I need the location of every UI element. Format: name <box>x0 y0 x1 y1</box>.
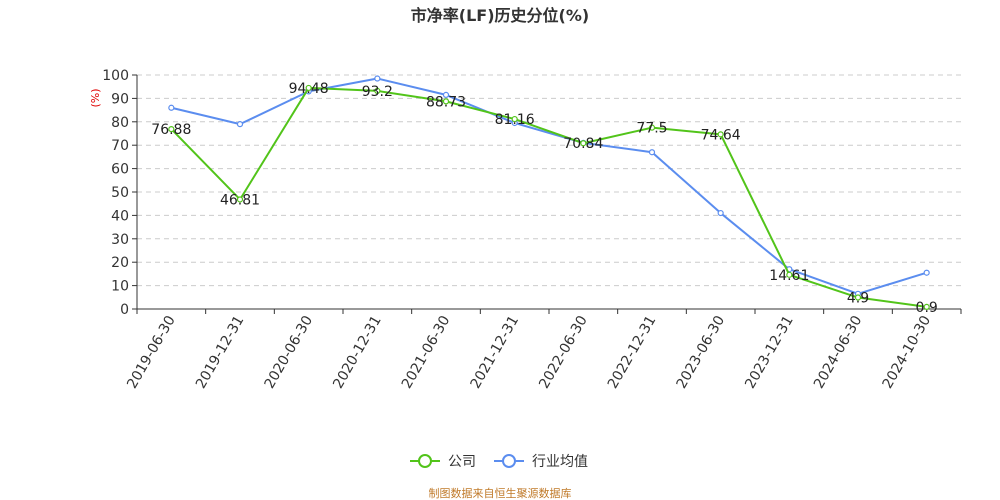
legend-item-industry[interactable]: 行业均值 <box>494 454 588 470</box>
data-label: 77.5 <box>636 121 667 137</box>
legend-item-company[interactable]: 公司 <box>410 454 476 470</box>
x-tick-label: 2023-12-31 <box>742 313 797 391</box>
x-tick-label: 2020-06-30 <box>262 313 317 391</box>
data-label: 81.16 <box>495 112 535 128</box>
data-point-company <box>854 294 862 301</box>
data-label: 93.2 <box>362 84 393 100</box>
data-label: 94.48 <box>289 81 329 97</box>
series-line-industry <box>171 77 927 295</box>
data-point-company <box>236 196 244 203</box>
data-point-company <box>786 271 793 278</box>
x-tick-label: 2019-12-31 <box>193 313 248 391</box>
legend-company-label: 公司 <box>448 454 476 470</box>
y-tick-label: 0 <box>120 302 129 318</box>
x-tick-label: 2023-06-30 <box>674 313 729 391</box>
y-tick-label: 90 <box>111 91 129 107</box>
data-label: 4.9 <box>847 291 869 307</box>
x-tick-label: 2021-06-30 <box>399 313 454 391</box>
y-tick-label: 70 <box>111 138 129 154</box>
data-point-industry <box>717 209 724 217</box>
data-point-industry <box>236 121 244 128</box>
series-line-company <box>170 86 927 308</box>
data-point-industry <box>374 75 381 82</box>
data-label: 74.64 <box>701 127 741 143</box>
data-point-company <box>511 115 518 123</box>
data-point-company <box>580 140 587 147</box>
legend-industry-label: 行业均值 <box>532 454 588 470</box>
legend-company-marker-icon <box>418 454 432 468</box>
data-point-company <box>305 84 312 92</box>
data-label: 88.73 <box>426 94 466 110</box>
data-point-industry <box>442 91 450 98</box>
data-point-company <box>168 126 175 133</box>
data-point-company <box>374 87 381 95</box>
data-label: 76.88 <box>151 122 191 138</box>
y-tick-label: 100 <box>102 68 129 84</box>
source-note: 制图数据来自恒生聚源数据库 <box>429 486 572 500</box>
x-tick-label: 2024-10-30 <box>880 313 935 391</box>
data-point-company <box>717 131 724 138</box>
data-labels: 76.88 46.81 94.48 93.2 88.73 81.16 70.84 77.5 74… <box>151 81 938 316</box>
legend[interactable]: 公司 行业均值 <box>410 454 588 470</box>
legend-industry-marker-icon <box>502 454 516 468</box>
x-tick-label: 2021-12-31 <box>468 313 523 391</box>
data-point-company <box>923 303 930 310</box>
data-label: 70.84 <box>563 136 603 152</box>
y-tick-label: 10 <box>111 279 129 295</box>
y-tick-label: 20 <box>111 255 129 271</box>
data-point-company <box>442 98 450 105</box>
data-point-industry <box>648 149 656 156</box>
x-tick-label: 2022-12-31 <box>605 313 660 391</box>
x-tick-label: 2020-12-31 <box>330 313 385 391</box>
x-tick-label: 2019-06-30 <box>124 313 179 391</box>
x-tick-label: 2022-06-30 <box>536 313 591 391</box>
y-tick-label: 60 <box>111 162 129 178</box>
y-tick-label: 40 <box>111 208 129 224</box>
data-point-industry <box>168 104 175 111</box>
chart-title: 市净率(LF)历史分位(%) <box>411 6 589 25</box>
y-tick-label: 80 <box>111 115 129 131</box>
series-lines <box>168 75 930 310</box>
y-tick-label: 30 <box>111 232 129 248</box>
data-label: 46.81 <box>220 192 260 208</box>
data-point-company <box>648 124 656 131</box>
y-tick-label: 50 <box>111 185 129 201</box>
y-axis-unit-label: (%) <box>89 88 102 107</box>
data-label: 14.61 <box>769 268 809 284</box>
grid-lines <box>137 74 961 287</box>
x-tick-label: 2024-06-30 <box>811 313 866 391</box>
data-point-industry <box>923 269 930 276</box>
data-label: 0.9 <box>916 300 938 316</box>
